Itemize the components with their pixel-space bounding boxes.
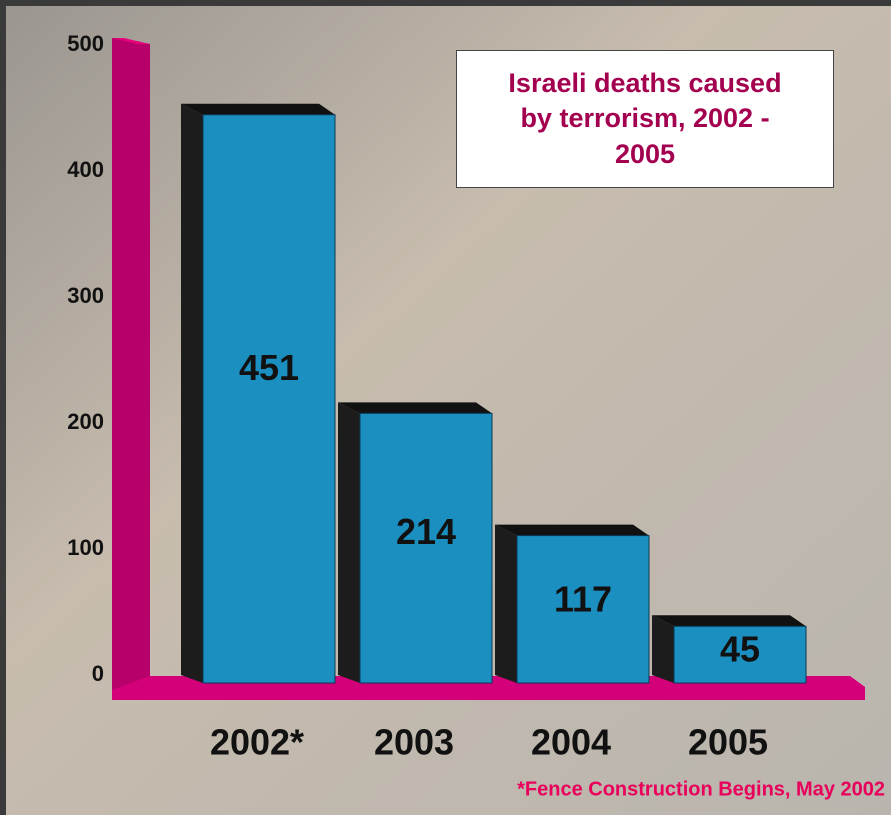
x-tick-label: 2003: [374, 722, 454, 763]
x-tick-label: 2004: [531, 722, 611, 763]
y-tick-label: 0: [92, 661, 104, 686]
value-label: 117: [554, 578, 612, 619]
value-label: 214: [396, 511, 456, 552]
bar-top: [338, 402, 492, 414]
y-tick-label: 400: [67, 157, 104, 182]
bar: [359, 412, 493, 684]
bar-side: [338, 402, 360, 683]
bar-top: [181, 103, 335, 115]
bar-side: [495, 524, 517, 683]
y-tick-label: 100: [67, 535, 104, 560]
x-tick-label: 2002*: [210, 722, 304, 763]
bar-side: [652, 615, 674, 683]
y-tick-label: 500: [67, 31, 104, 56]
bar-top: [495, 524, 649, 536]
bar: [516, 535, 650, 684]
value-label: 451: [239, 347, 299, 388]
bar: [202, 114, 336, 684]
chart-title: Israeli deaths caused by terrorism, 2002…: [456, 50, 834, 188]
y-tick-label: 300: [67, 283, 104, 308]
x-tick-label: 2005: [688, 722, 768, 763]
value-label: 45: [720, 628, 760, 669]
y-axis-wall-top: [112, 38, 150, 44]
bar-top: [652, 615, 806, 627]
y-tick-label: 200: [67, 409, 104, 434]
footnote: *Fence Construction Begins, May 2002: [517, 778, 885, 800]
bar-side: [181, 103, 203, 684]
y-axis-wall: [112, 38, 150, 690]
bar: [673, 625, 807, 684]
